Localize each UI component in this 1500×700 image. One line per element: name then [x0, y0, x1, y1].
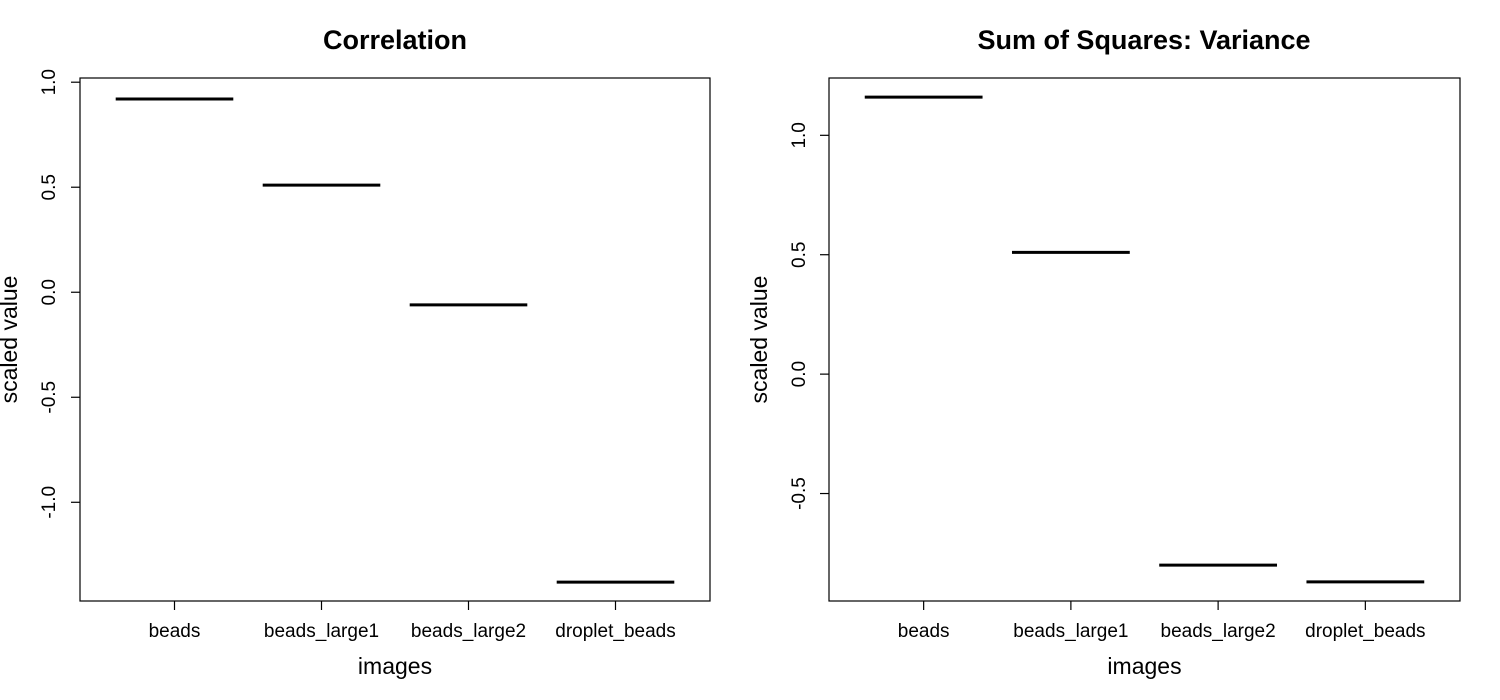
x-tick-label: beads	[898, 621, 950, 642]
y-axis-label: scaled value	[746, 276, 772, 404]
y-tick-label: 0.0	[789, 361, 810, 387]
y-axis-label: scaled value	[0, 276, 22, 404]
y-tick-label: -0.5	[789, 477, 810, 510]
x-tick-label: beads_large1	[1013, 621, 1128, 642]
y-tick-label: -1.0	[39, 486, 60, 519]
x-tick-label: beads_large1	[264, 621, 379, 642]
x-tick-label: beads	[149, 621, 201, 642]
x-tick-label: droplet_beads	[555, 621, 675, 642]
plot-frame	[79, 77, 711, 602]
x-axis-label: images	[1107, 653, 1181, 679]
chart-panel-1: Correlation -1.0 -0.5 0.0 0.5 1.0 beads beads_l…	[0, 25, 711, 679]
plot-frame	[828, 77, 1461, 602]
y-tick-label: 0.5	[789, 242, 810, 268]
x-tick-label: beads_large2	[1161, 621, 1276, 642]
x-tick-label: beads_large2	[411, 621, 526, 642]
y-tick-label: -0.5	[39, 381, 60, 414]
chart-panel-2: Sum of Squares: Variance -0.5 0.0 0.5 1.0 bea…	[746, 25, 1461, 679]
chart-title: Sum of Squares: Variance	[977, 25, 1310, 55]
y-tick-label: 1.0	[39, 69, 60, 95]
y-tick-label: 0.5	[39, 174, 60, 200]
x-tick-label: droplet_beads	[1305, 621, 1425, 642]
y-tick-label: 0.0	[39, 279, 60, 305]
chart-title: Correlation	[323, 25, 467, 55]
x-axis-label: images	[358, 653, 432, 679]
y-tick-label: 1.0	[789, 122, 810, 148]
